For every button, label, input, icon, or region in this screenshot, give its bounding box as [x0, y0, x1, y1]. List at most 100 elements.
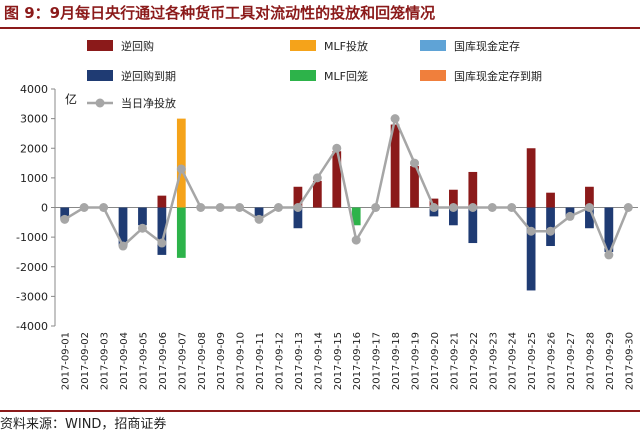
bar-reverse-repo	[546, 192, 555, 208]
net-injection-point	[273, 203, 283, 212]
legend-swatch-mlf-injection	[290, 40, 316, 51]
bar-reverse-repo-maturity	[60, 207, 70, 220]
x-tick-label: 2017-09-20	[430, 332, 441, 390]
legend-label-reverse-repo-maturity: 逆回购到期	[121, 69, 176, 83]
x-tick-label: 2017-09-11	[255, 332, 266, 390]
bar-reverse-repo	[585, 186, 594, 208]
x-tick-label: 2017-09-04	[119, 332, 130, 390]
net-injection-point	[526, 226, 536, 236]
net-injection-point	[390, 114, 400, 124]
y-tick-label: 4000	[20, 83, 48, 96]
x-tick-label: 2017-09-27	[566, 332, 577, 390]
net-injection-point	[176, 164, 186, 174]
y-tick-label: -3000	[16, 290, 48, 303]
legend-label-mlf-withdrawal: MLF回笼	[324, 69, 368, 83]
net-injection-point	[546, 226, 556, 236]
bar-reverse-repo-maturity	[449, 207, 458, 226]
net-injection-point	[118, 241, 128, 251]
bar-reverse-repo	[332, 151, 342, 208]
bar-reverse-repo-maturity	[526, 207, 536, 291]
legend-swatch-reverse-repo	[87, 40, 113, 51]
x-tick-label: 2017-09-25	[527, 332, 538, 390]
x-tick-label: 2017-09-23	[488, 332, 499, 390]
net-injection-point	[332, 143, 342, 153]
net-injection-point	[623, 203, 633, 212]
x-tick-label: 2017-09-30	[624, 332, 635, 390]
y-tick-label: 1000	[20, 172, 48, 185]
bar-reverse-repo	[293, 186, 303, 208]
legend-label-treasury-deposit: 国库现金定存	[454, 39, 520, 53]
bar-reverse-repo	[526, 148, 536, 208]
bar-mlf-withdrawal	[176, 207, 186, 258]
source-note: 资料来源：WIND，招商证券	[0, 417, 167, 432]
x-tick-label: 2017-09-16	[352, 332, 363, 390]
y-tick-label: 3000	[20, 113, 48, 126]
bar-mlf-withdrawal	[351, 207, 361, 226]
x-tick-label: 2017-09-24	[508, 332, 519, 390]
net-injection-point	[196, 203, 206, 212]
y-tick-label: -2000	[16, 261, 48, 274]
bar-reverse-repo	[390, 124, 400, 208]
bar-reverse-repo	[410, 166, 419, 208]
legend-swatch-reverse-repo-maturity	[87, 70, 113, 81]
bar-reverse-repo-maturity	[254, 207, 264, 217]
net-injection-point	[448, 203, 458, 212]
net-injection-point	[157, 238, 167, 248]
net-injection-point	[215, 203, 225, 212]
x-tick-label: 2017-09-01	[61, 332, 72, 390]
bar-mlf-injection	[176, 118, 186, 208]
bar-reverse-repo-maturity	[138, 207, 147, 226]
x-tick-label: 2017-09-02	[80, 332, 91, 390]
legend-label-net-injection: 当日净投放	[121, 96, 176, 110]
y-tick-label: -4000	[16, 320, 48, 333]
net-injection-point	[429, 203, 439, 212]
net-injection-point	[60, 214, 70, 224]
x-tick-label: 2017-09-03	[100, 332, 111, 390]
net-injection-point	[487, 203, 497, 212]
x-tick-label: 2017-09-05	[138, 332, 149, 390]
x-tick-label: 2017-09-13	[294, 332, 305, 390]
x-tick-label: 2017-09-21	[449, 332, 460, 390]
net-injection-point	[604, 250, 614, 260]
x-tick-label: 2017-09-09	[216, 332, 227, 390]
legend-swatch-treasury-deposit	[420, 40, 446, 51]
bar-reverse-repo	[468, 171, 478, 208]
x-tick-label: 2017-09-07	[177, 332, 188, 390]
net-injection-point	[254, 214, 264, 224]
net-injection-line	[64, 114, 630, 259]
x-tick-label: 2017-09-29	[605, 332, 616, 390]
bar-reverse-repo-maturity	[468, 207, 478, 244]
bar-reverse-repo-maturity	[118, 207, 128, 247]
x-tick-label: 2017-09-28	[585, 332, 596, 390]
bar-reverse-repo	[157, 195, 167, 208]
x-tick-label: 2017-09-26	[547, 332, 558, 390]
net-injection-point	[565, 211, 575, 221]
legend-swatch-mlf-withdrawal	[290, 70, 316, 81]
bar-reverse-repo-maturity	[604, 207, 614, 252]
x-tick-label: 2017-09-17	[372, 332, 383, 390]
chart-title: 图 9：9月每日央行通过各种货币工具对流动性的投放和回笼情况	[4, 4, 436, 22]
bar-reverse-repo	[312, 180, 322, 208]
x-tick-label: 2017-09-10	[236, 332, 247, 390]
y-tick-label: 0	[41, 202, 48, 215]
net-injection-point	[351, 235, 361, 245]
bar-reverse-repo-maturity	[293, 207, 303, 229]
legend-swatch-treasury-deposit-maturity	[420, 70, 446, 81]
x-tick-label: 2017-09-14	[313, 332, 324, 390]
bar-reverse-repo	[449, 189, 458, 208]
net-injection-point	[584, 203, 594, 212]
x-tick-label: 2017-09-18	[391, 332, 402, 390]
legend-label-mlf-injection: MLF投放	[324, 39, 368, 53]
net-injection-point	[468, 203, 478, 212]
bar-reverse-repo-maturity	[585, 207, 594, 229]
legend-label-treasury-deposit-maturity: 国库现金定存到期	[454, 69, 542, 83]
net-injection-point	[312, 173, 322, 183]
net-injection-point	[507, 203, 517, 212]
y-tick-label: -1000	[16, 231, 48, 244]
net-injection-point	[235, 203, 245, 212]
x-tick-label: 2017-09-22	[469, 332, 480, 390]
x-tick-label: 2017-09-19	[411, 332, 422, 390]
x-tick-label: 2017-09-12	[274, 332, 285, 390]
x-tick-label: 2017-09-08	[197, 332, 208, 390]
